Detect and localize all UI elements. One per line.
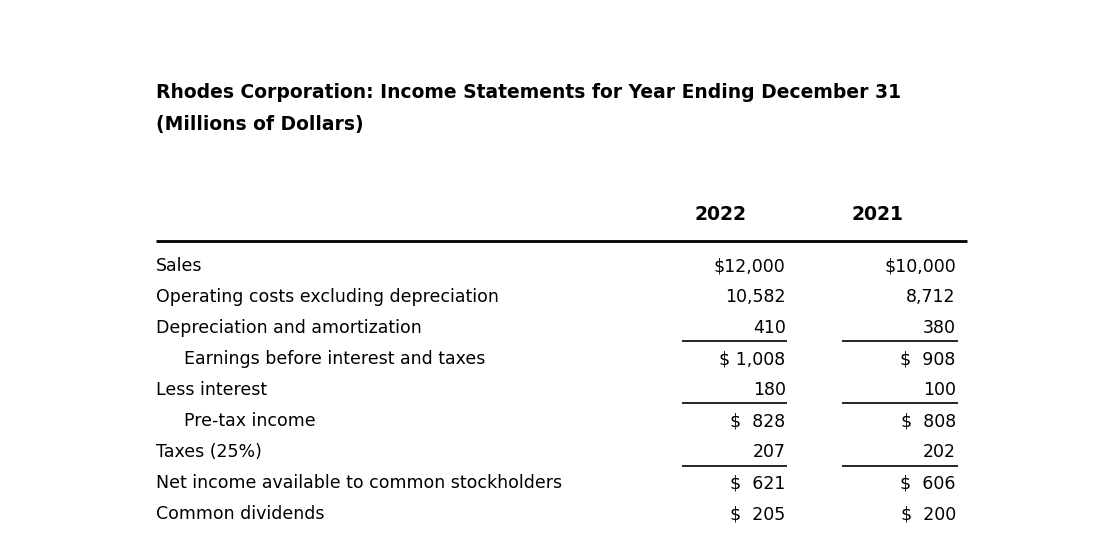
Text: $12,000: $12,000 xyxy=(714,257,786,275)
Text: 2022: 2022 xyxy=(694,204,747,224)
Text: $  621: $ 621 xyxy=(730,474,786,492)
Text: 10,582: 10,582 xyxy=(725,288,786,306)
Text: Sales: Sales xyxy=(156,257,202,275)
Text: (Millions of Dollars): (Millions of Dollars) xyxy=(156,115,363,134)
Text: Operating costs excluding depreciation: Operating costs excluding depreciation xyxy=(156,288,498,306)
Text: $  205: $ 205 xyxy=(730,505,786,523)
Text: Rhodes Corporation: Income Statements for Year Ending December 31: Rhodes Corporation: Income Statements fo… xyxy=(156,83,901,102)
Text: 207: 207 xyxy=(752,443,786,461)
Text: $  908: $ 908 xyxy=(900,350,956,368)
Text: Common dividends: Common dividends xyxy=(156,505,325,523)
Text: $  200: $ 200 xyxy=(900,505,956,523)
Text: $  828: $ 828 xyxy=(730,412,786,430)
Text: $  808: $ 808 xyxy=(900,412,956,430)
Text: 410: 410 xyxy=(753,319,786,337)
Text: 100: 100 xyxy=(922,381,956,399)
Text: Taxes (25%): Taxes (25%) xyxy=(156,443,261,461)
Text: $10,000: $10,000 xyxy=(884,257,956,275)
Text: 2021: 2021 xyxy=(852,204,904,224)
Text: 202: 202 xyxy=(922,443,956,461)
Text: Less interest: Less interest xyxy=(156,381,267,399)
Text: 380: 380 xyxy=(922,319,956,337)
Text: $  606: $ 606 xyxy=(900,474,956,492)
Text: 180: 180 xyxy=(752,381,786,399)
Text: Pre-tax income: Pre-tax income xyxy=(184,412,316,430)
Text: Net income available to common stockholders: Net income available to common stockhold… xyxy=(156,474,562,492)
Text: $ 1,008: $ 1,008 xyxy=(719,350,786,368)
Text: Depreciation and amortization: Depreciation and amortization xyxy=(156,319,422,337)
Text: 8,712: 8,712 xyxy=(906,288,956,306)
Text: Earnings before interest and taxes: Earnings before interest and taxes xyxy=(184,350,485,368)
